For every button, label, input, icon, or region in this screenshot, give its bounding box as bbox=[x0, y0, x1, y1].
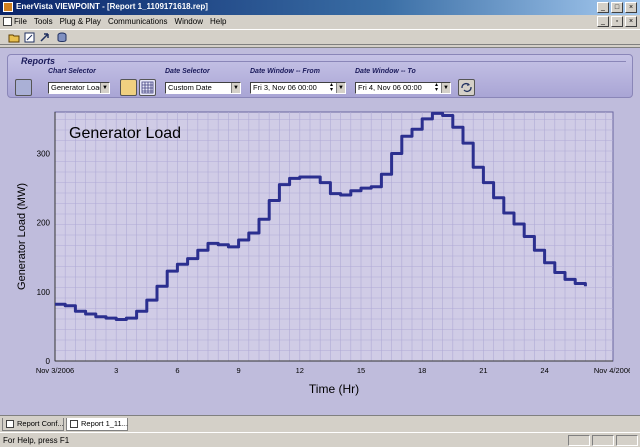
doc-minimize-button[interactable]: _ bbox=[597, 16, 609, 27]
status-panel bbox=[592, 435, 614, 446]
chevron-down-icon: ▼ bbox=[231, 83, 240, 93]
menu-window[interactable]: Window bbox=[174, 17, 203, 26]
status-text: For Help, press F1 bbox=[3, 436, 70, 445]
open-folder-icon[interactable] bbox=[8, 32, 20, 43]
plot-area bbox=[54, 111, 614, 362]
close-button[interactable]: × bbox=[625, 2, 637, 13]
chart-title: Generator Load bbox=[69, 125, 181, 142]
chevron-down-icon: ▼ bbox=[441, 83, 450, 93]
date-selector-label: Date Selector bbox=[165, 68, 210, 75]
maximize-button[interactable]: □ bbox=[611, 2, 623, 13]
reports-heading: Reports bbox=[21, 56, 56, 66]
x-tick-label: 24 bbox=[540, 366, 548, 375]
report-document: Reports Chart Selector Generator Load ▼ … bbox=[0, 47, 640, 415]
database-icon[interactable] bbox=[56, 32, 68, 43]
x-tick-label: 12 bbox=[296, 366, 304, 375]
minimize-button[interactable]: _ bbox=[597, 2, 609, 13]
date-to-label: Date Window -- To bbox=[355, 68, 416, 75]
arrow-icon[interactable] bbox=[40, 32, 52, 43]
report-icon bbox=[6, 420, 14, 428]
toolbar bbox=[0, 29, 640, 45]
date-from-label: Date Window -- From bbox=[250, 68, 320, 75]
menu-tools[interactable]: Tools bbox=[33, 17, 53, 26]
x-tick-label: 3 bbox=[114, 366, 118, 375]
chevron-down-icon: ▼ bbox=[336, 83, 345, 93]
date-from-value: Fri 3, Nov 06 00:00 bbox=[253, 83, 317, 92]
x-axis-label: Time (Hr) bbox=[309, 382, 359, 396]
status-panel bbox=[568, 435, 590, 446]
y-tick-label: 200 bbox=[37, 219, 51, 228]
title-bar: EnerVista VIEWPOINT - [Report 1_11091716… bbox=[0, 0, 640, 15]
y-tick-label: 0 bbox=[46, 357, 51, 366]
x-tick-label: 18 bbox=[418, 366, 426, 375]
x-tick-label: Nov 3/2006 bbox=[36, 366, 74, 375]
chevron-down-icon: ▼ bbox=[100, 83, 109, 93]
date-selector-select[interactable]: Custom Date ▼ bbox=[165, 82, 241, 94]
date-to-input[interactable]: Fri 4, Nov 06 00:00 ▴ ▾ ▼ bbox=[355, 82, 451, 94]
menu-bar: File Tools Plug & Play Communications Wi… bbox=[0, 15, 640, 28]
x-tick-label: 6 bbox=[175, 366, 179, 375]
date-selector-value: Custom Date bbox=[168, 83, 212, 92]
date-to-value: Fri 4, Nov 06 00:00 bbox=[358, 83, 422, 92]
doc-close-button[interactable]: × bbox=[625, 16, 637, 27]
date-from-input[interactable]: Fri 3, Nov 06 00:00 ▴ ▾ ▼ bbox=[250, 82, 346, 94]
refresh-button[interactable] bbox=[458, 79, 475, 96]
x-tick-label: 21 bbox=[479, 366, 487, 375]
spinner-icon[interactable]: ▴ ▾ bbox=[329, 82, 333, 93]
y-tick-label: 100 bbox=[37, 288, 51, 297]
spinner-icon[interactable]: ▴ ▾ bbox=[434, 82, 438, 93]
chart-selector-select[interactable]: Generator Load ▼ bbox=[48, 82, 110, 94]
x-tick-label: 15 bbox=[357, 366, 365, 375]
menu-plug-play[interactable]: Plug & Play bbox=[59, 17, 101, 26]
menu-communications[interactable]: Communications bbox=[107, 17, 168, 26]
back-button[interactable] bbox=[15, 79, 32, 96]
window-title: EnerVista VIEWPOINT - [Report 1_11091716… bbox=[16, 2, 208, 11]
tab-report-1[interactable]: Report 1_11... bbox=[66, 418, 128, 431]
report-icon bbox=[70, 420, 78, 428]
x-tick-label: Nov 4/2006 bbox=[594, 366, 630, 375]
document-tabs: Report Conf... Report 1_11... bbox=[0, 415, 640, 432]
tab-report-config[interactable]: Report Conf... bbox=[2, 418, 64, 431]
menu-file[interactable]: File bbox=[14, 17, 27, 26]
chart-view-button[interactable] bbox=[120, 79, 137, 96]
divider bbox=[68, 61, 626, 62]
app-icon bbox=[3, 2, 13, 12]
tab-label: Report 1_11... bbox=[81, 419, 128, 428]
generator-load-chart: 0 100 200 300 Nov 3/2006 3 6 9 12 15 18 21 24 Nov 4/2… bbox=[16, 111, 630, 396]
y-axis-label: Generator Load (MW) bbox=[16, 183, 28, 290]
chart-selector-value: Generator Load bbox=[51, 83, 104, 92]
document-icon bbox=[3, 17, 12, 26]
edit-icon[interactable] bbox=[24, 32, 36, 43]
menu-help[interactable]: Help bbox=[209, 17, 227, 26]
table-view-button[interactable] bbox=[139, 79, 156, 96]
series-line bbox=[55, 111, 587, 321]
status-panel bbox=[616, 435, 638, 446]
status-bar: For Help, press F1 bbox=[0, 432, 640, 447]
y-tick-label: 300 bbox=[37, 150, 51, 159]
reports-panel: Reports Chart Selector Generator Load ▼ … bbox=[7, 54, 633, 98]
tab-label: Report Conf... bbox=[17, 419, 64, 428]
x-tick-label: 9 bbox=[237, 366, 241, 375]
doc-restore-button[interactable]: ▫ bbox=[611, 16, 623, 27]
chart-selector-label: Chart Selector bbox=[48, 68, 96, 75]
